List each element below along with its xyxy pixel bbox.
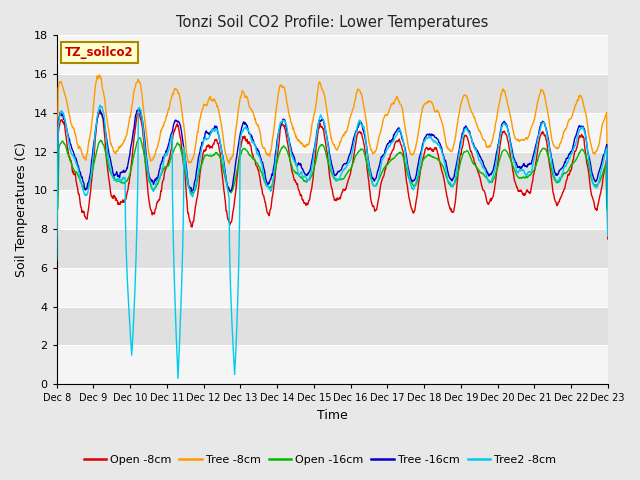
Title: Tonzi Soil CO2 Profile: Lower Temperatures: Tonzi Soil CO2 Profile: Lower Temperatur… <box>176 15 488 30</box>
Bar <box>57 191 608 229</box>
Bar <box>57 346 608 384</box>
Legend: Open -8cm, Tree -8cm, Open -16cm, Tree -16cm, Tree2 -8cm: Open -8cm, Tree -8cm, Open -16cm, Tree -… <box>79 451 561 469</box>
Y-axis label: Soil Temperatures (C): Soil Temperatures (C) <box>15 142 28 277</box>
Text: TZ_soilco2: TZ_soilco2 <box>65 46 134 59</box>
Bar <box>57 229 608 268</box>
Bar <box>57 152 608 191</box>
Bar <box>57 307 608 346</box>
Bar <box>57 113 608 152</box>
X-axis label: Time: Time <box>317 409 348 422</box>
Bar <box>57 36 608 74</box>
Bar <box>57 268 608 307</box>
Bar <box>57 74 608 113</box>
